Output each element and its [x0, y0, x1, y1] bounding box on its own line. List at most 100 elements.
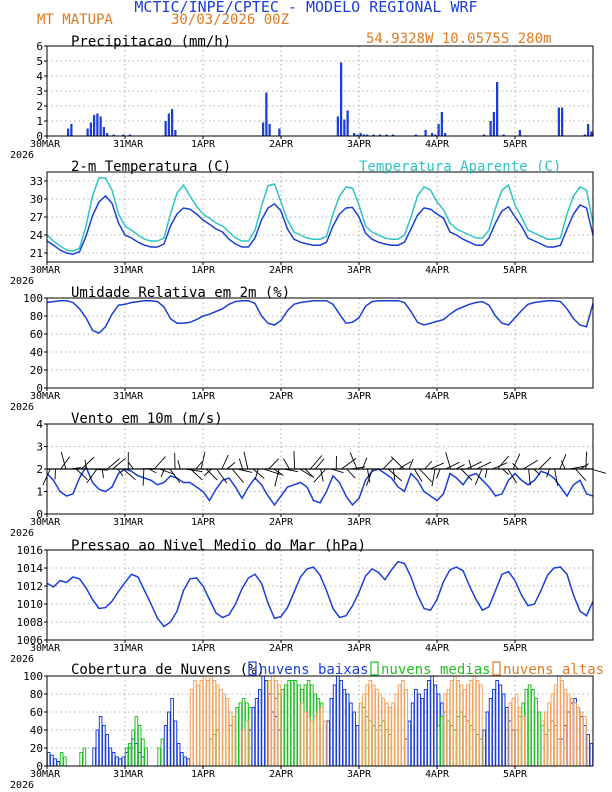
cloud-bar [319, 707, 324, 767]
precip-bar [265, 92, 268, 136]
cloud-bar [492, 689, 496, 767]
cloud-bar [427, 680, 431, 767]
wind-arrow [252, 468, 265, 479]
precip-bar [102, 127, 105, 136]
cloud-bar [128, 743, 132, 767]
cloud-bar [313, 716, 317, 767]
wind-arrow [112, 457, 127, 470]
wind-arrow [559, 454, 567, 470]
cloud-bar [449, 680, 454, 767]
cloud-bar [53, 758, 57, 767]
wind-arrow [148, 468, 157, 474]
y-tick-label: 0 [36, 382, 43, 395]
wind-arrow [554, 468, 559, 486]
x-tick-label: 5APR [503, 643, 528, 654]
cloud-bar [157, 747, 161, 767]
y-tick-label: 4 [36, 70, 43, 83]
y-tick-label: 1 [36, 115, 43, 128]
wind-arrow [435, 468, 441, 479]
cloud-bar [339, 680, 343, 767]
wind-arrow [226, 462, 236, 470]
cloud-bar [300, 702, 304, 767]
wind-arrow [203, 468, 212, 477]
wind-arrow [221, 454, 229, 470]
y-tick-label: 40 [30, 724, 43, 737]
x-year-label: 2026 [10, 402, 34, 413]
wind-arrow [309, 455, 323, 470]
precip-bar [106, 133, 109, 136]
x-tick-label: 3APR [347, 391, 372, 402]
x-tick-label: 31MAR [113, 769, 144, 780]
wind-arrow [107, 458, 120, 470]
cloud-bar [534, 698, 538, 767]
y-tick-label: 5 [36, 55, 43, 68]
wind-arrow [445, 452, 452, 470]
x-tick-label: 31MAR [113, 391, 144, 402]
cloud-bar [560, 680, 564, 767]
cloud-bar [196, 684, 200, 767]
wind-arrow [283, 458, 290, 470]
x-tick-label: 3APR [347, 517, 372, 528]
precip-bar [437, 124, 440, 136]
cloud-bar [163, 725, 168, 767]
precip-bar [164, 121, 167, 136]
panel-title-vento: Vento em 10m (m/s) [71, 411, 223, 427]
cloud-bar [92, 747, 96, 767]
cloud-bar [462, 689, 467, 767]
cloud-bar [105, 734, 109, 767]
y-tick-label: 60 [30, 328, 43, 341]
panel-nuvens: 0 20 40 60 80 100 30MAR 31MAR 1APR 2APR 3APR 4APR 5A… [10, 670, 594, 791]
cloud-bar [440, 716, 444, 767]
cloud-bar [537, 711, 542, 767]
cloud-bar [563, 689, 568, 767]
panel-umidade: 0 20 40 60 80 100 30MAR 31MAR 1APR 2APR 3APR 4APR 5A… [10, 292, 594, 413]
cloud-bar [235, 707, 239, 767]
wind-arrow [274, 468, 280, 487]
wind-arrow [122, 468, 136, 480]
precip-bar [444, 133, 447, 136]
precip-bar [379, 134, 382, 136]
panel-title-temperatura: 2-m Temperatura (C) [71, 159, 231, 175]
y-tick-label: 30 [30, 193, 43, 206]
x-tick-label: 1APR [191, 139, 216, 150]
y-tick-label: 1008 [17, 616, 44, 629]
precip-bar [385, 134, 388, 136]
precip-bar [587, 124, 590, 136]
precip-bar [502, 134, 505, 136]
x-tick-label: 31MAR [113, 643, 144, 654]
y-tick-label: 1 [36, 486, 43, 499]
cloud-bar [336, 675, 340, 767]
cloud-bar [368, 680, 373, 767]
cloud-bar [287, 680, 291, 767]
cloud-bar [332, 684, 337, 767]
cloud-bar [50, 754, 54, 767]
cloud-bar [274, 680, 278, 767]
panel-frame [46, 423, 594, 515]
precip-bar [268, 124, 271, 136]
x-tick-label: 30MAR [30, 265, 61, 276]
wind-arrow [159, 468, 176, 475]
x-tick-label: 2APR [269, 643, 294, 654]
cloud-bar [160, 738, 165, 767]
cloud-bar [524, 689, 529, 767]
cloud-bar [466, 684, 470, 767]
wind-arrow [523, 459, 538, 470]
precip-bar [122, 134, 125, 136]
x-tick-label: 2APR [269, 517, 294, 528]
wind-arrow [75, 468, 88, 481]
x-tick-label: 3APR [347, 139, 372, 150]
wind-arrow [238, 458, 244, 470]
precip-bar [392, 134, 395, 136]
precip-bar [89, 122, 92, 136]
wind-arrow [349, 452, 358, 470]
wind-arrow [299, 468, 312, 477]
wind-arrow [177, 460, 181, 470]
cloud-bar [261, 675, 265, 767]
panel-frame [46, 675, 594, 767]
cloud-bar [310, 720, 314, 767]
y-tick-label: 1016 [17, 544, 44, 557]
wind-arrow [365, 468, 374, 486]
x-tick-label: 1APR [191, 517, 216, 528]
cloud-bar [479, 684, 483, 767]
